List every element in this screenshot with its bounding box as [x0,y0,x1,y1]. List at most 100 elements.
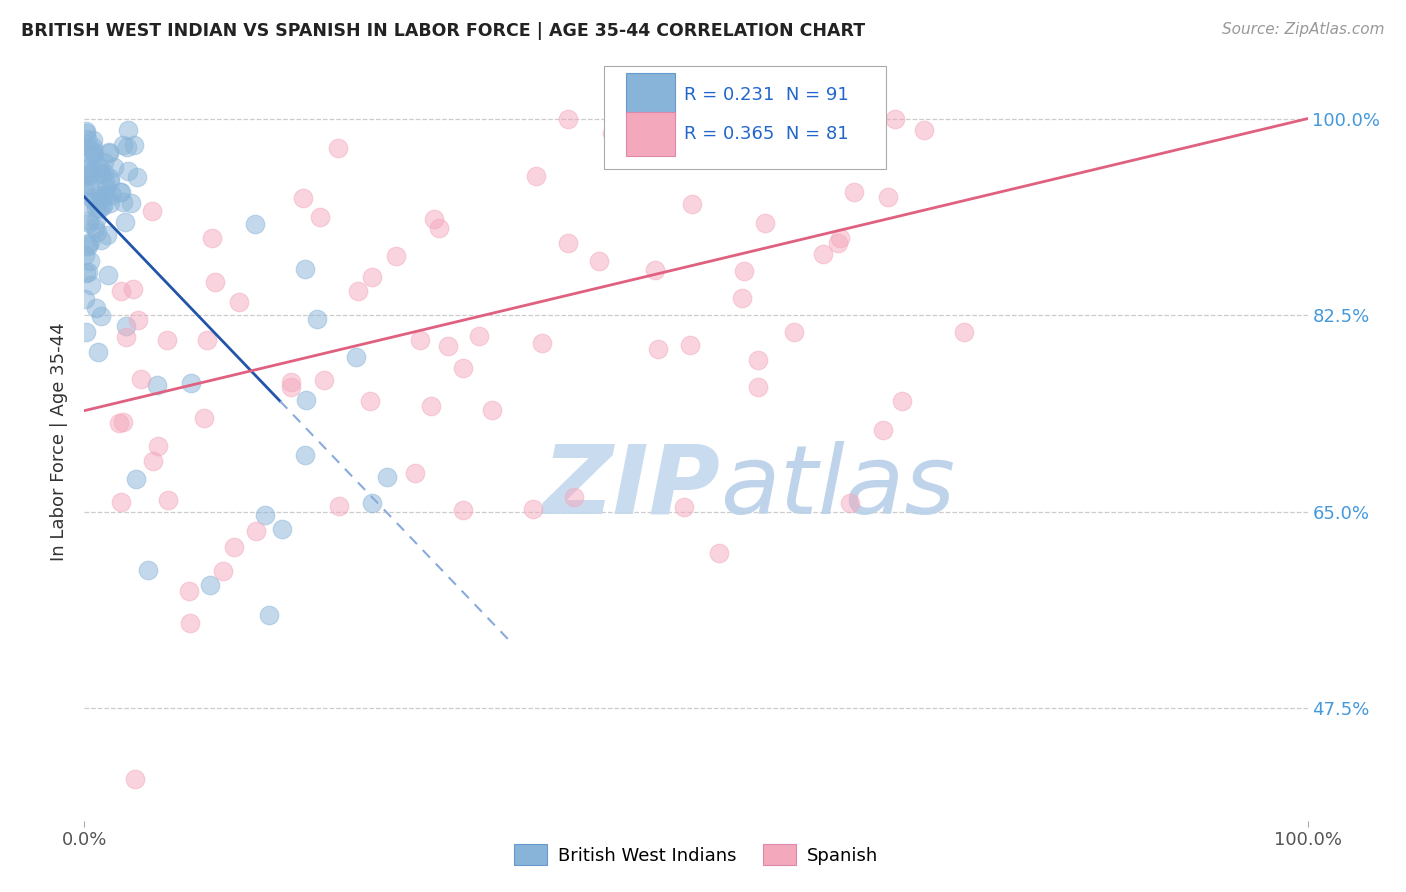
Text: ZIP: ZIP [543,441,720,533]
Point [673,500,696,515]
Point [129,372,152,386]
Point [82,139,104,153]
Point [75,178,97,192]
Point [79,168,101,182]
FancyBboxPatch shape [626,112,675,156]
Point [953,325,976,339]
Point [198,578,221,592]
Point [451,503,474,517]
Point [557,235,579,250]
Point [437,339,460,353]
Point [876,189,898,203]
Point [125,169,148,184]
Point [404,466,426,480]
Point [79,235,101,249]
Point [600,126,623,140]
Point [359,393,381,408]
Point [839,496,862,510]
Point [75,292,97,306]
Point [101,188,124,202]
Point [76,131,98,145]
Point [451,361,474,376]
Point [76,236,98,251]
Point [254,508,277,522]
Point [122,282,145,296]
Point [145,377,167,392]
Point [295,393,318,408]
Point [108,185,131,199]
Point [872,423,894,437]
Point [75,124,97,138]
Point [754,216,776,230]
Point [82,191,104,205]
Point [228,295,250,310]
Point [80,278,103,293]
Point [747,380,769,394]
Point [90,310,112,324]
Point [245,524,267,538]
Point [117,140,139,154]
Point [481,403,503,417]
Point [707,546,730,560]
FancyBboxPatch shape [626,73,675,117]
Point [564,490,586,504]
Point [75,248,97,262]
Point [97,146,120,161]
Point [759,140,782,154]
Point [294,448,316,462]
Point [280,380,302,394]
Point [82,144,104,158]
Point [111,195,134,210]
Point [420,399,443,413]
Point [681,197,703,211]
Point [124,772,146,786]
Point [76,265,98,279]
Point [193,411,215,425]
Point [94,179,117,194]
Point [127,313,149,327]
Point [530,335,553,350]
Text: Source: ZipAtlas.com: Source: ZipAtlas.com [1222,22,1385,37]
Point [100,174,122,188]
Point [588,253,610,268]
Point [117,123,139,137]
Point [98,195,121,210]
Point [84,221,107,235]
Point [114,319,136,334]
Point [177,583,200,598]
Point [912,123,935,137]
Point [377,470,399,484]
Point [122,138,145,153]
Point [86,158,108,172]
Point [292,191,315,205]
Point [647,342,669,356]
Point [79,216,101,230]
Point [91,198,114,212]
Point [280,375,302,389]
Point [93,166,115,180]
Point [644,263,666,277]
Point [347,284,370,298]
Point [93,175,115,189]
Point [195,334,218,348]
Point [309,210,332,224]
Point [110,285,132,299]
Point [103,160,125,174]
Point [114,330,136,344]
Y-axis label: In Labor Force | Age 35-44: In Labor Force | Age 35-44 [51,322,69,561]
Point [73,179,96,194]
Point [344,351,367,365]
Point [98,145,121,160]
Point [811,246,834,260]
Point [180,376,202,390]
Point [91,199,114,213]
Point [98,170,121,185]
Point [294,262,316,277]
Point [883,112,905,126]
Point [125,472,148,486]
Point [73,169,96,183]
Point [146,439,169,453]
Point [557,112,579,126]
Text: R = 0.365  N = 81: R = 0.365 N = 81 [683,126,848,144]
Point [648,112,671,126]
